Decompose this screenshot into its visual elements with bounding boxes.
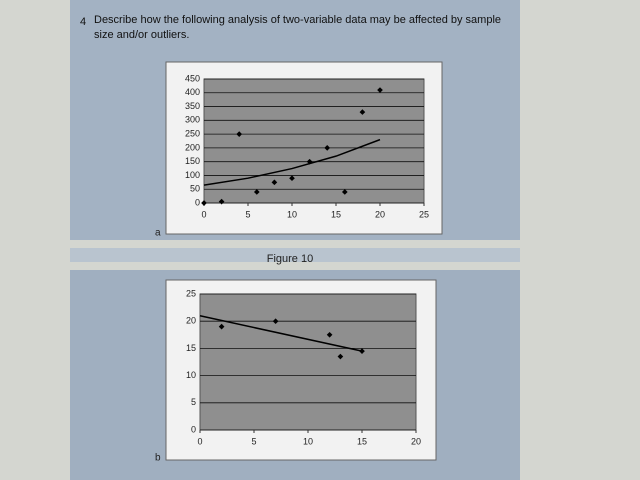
x-tick-label: 0 [201, 209, 206, 219]
data-point [377, 87, 383, 93]
y-tick-label: 450 [185, 73, 200, 83]
divider [70, 248, 520, 262]
data-point [272, 318, 279, 325]
data-point [306, 158, 313, 165]
y-tick-label: 10 [186, 370, 196, 380]
data-point [253, 189, 260, 195]
data-point [236, 131, 243, 137]
y-tick-label: 5 [191, 397, 196, 407]
y-tick-label: 300 [185, 115, 200, 125]
y-tick-label: 0 [191, 424, 196, 434]
y-tick-label: 200 [185, 142, 200, 152]
x-tick-label: 0 [197, 436, 202, 446]
y-tick-label: 50 [190, 184, 200, 194]
chart-label: a [155, 228, 161, 239]
x-tick-label: 20 [411, 436, 421, 446]
y-tick-label: 100 [185, 170, 200, 180]
x-tick-label: 15 [357, 436, 367, 446]
x-tick-label: 25 [419, 209, 429, 219]
x-tick-label: 10 [303, 436, 313, 446]
trendline [203, 138, 381, 186]
figure-caption: Figure 10 [267, 253, 313, 265]
x-tick-label: 20 [375, 209, 385, 219]
data-point [289, 175, 295, 182]
y-tick-label: 20 [186, 316, 196, 326]
plot-area [199, 293, 417, 431]
x-tick-label: 5 [251, 436, 256, 446]
data-point [324, 145, 331, 151]
y-tick-label: 250 [185, 128, 200, 138]
data-point [341, 189, 348, 195]
x-tick-label: 15 [331, 209, 341, 219]
y-tick-label: 400 [185, 87, 200, 97]
x-tick-label: 10 [287, 209, 297, 219]
question-number: 4 [80, 16, 86, 28]
data-point [218, 198, 225, 205]
y-tick-label: 15 [186, 343, 196, 353]
data-point [326, 331, 333, 338]
question-box: Describe how the following analysis of t… [94, 14, 502, 41]
data-point [201, 200, 207, 206]
data-point [359, 109, 366, 115]
data-point [271, 179, 278, 186]
data-point [218, 323, 225, 330]
y-tick-label: 25 [186, 288, 196, 298]
data-point [337, 353, 344, 360]
chart-label: b [155, 453, 161, 464]
y-tick-label: 150 [185, 156, 200, 166]
trendline [199, 315, 363, 352]
plot-area [203, 78, 425, 204]
data-point [359, 348, 365, 354]
x-tick-label: 5 [245, 209, 250, 219]
y-tick-label: 350 [185, 101, 200, 111]
question-text: Describe how the following analysis of t… [94, 14, 502, 41]
y-tick-label: 0 [195, 197, 200, 207]
